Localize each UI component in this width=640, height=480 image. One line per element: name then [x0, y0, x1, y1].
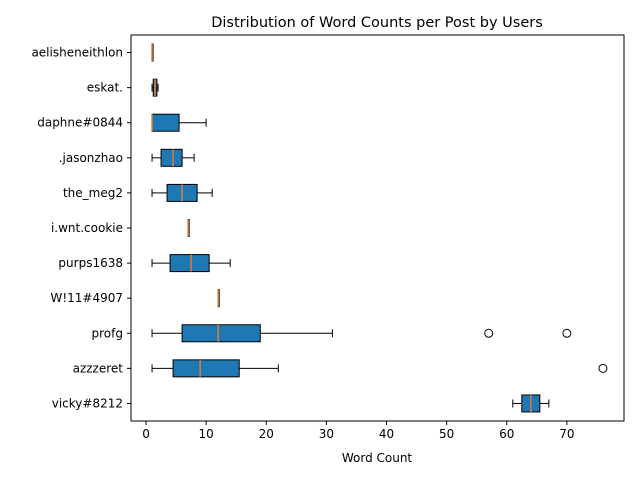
- x-tick-label: 0: [142, 427, 150, 441]
- outlier-point: [484, 328, 494, 338]
- x-tick-label: 10: [199, 427, 214, 441]
- chart-title: Distribution of Word Counts per Post by …: [211, 15, 543, 31]
- y-tick-label: .jasonzhao: [59, 151, 123, 165]
- y-tick-label: daphne#0844: [37, 116, 123, 130]
- iqr-box: [169, 254, 210, 273]
- axes-frame: [130, 34, 625, 422]
- y-tick-label: azzzeret: [73, 361, 124, 375]
- plot-area: 0 10 20 30 40 50 60 70 aelisheneithlon eskat. daph…: [31, 43, 608, 441]
- y-tick-label: purps1638: [58, 256, 123, 270]
- x-axis-label: Word Count: [342, 451, 413, 465]
- x-tick-label: 30: [319, 427, 334, 441]
- y-tick-label: eskat.: [87, 81, 123, 95]
- x-tick-label: 60: [499, 427, 514, 441]
- x-tick-label: 50: [439, 427, 454, 441]
- iqr-box: [181, 324, 261, 343]
- x-tick-label: 40: [379, 427, 394, 441]
- iqr-box: [151, 113, 180, 132]
- y-tick-label: profg: [92, 326, 123, 340]
- y-tick-label: i.wnt.cookie: [51, 221, 123, 235]
- iqr-box: [172, 359, 240, 378]
- y-tick-label: W!11#4907: [50, 291, 123, 305]
- x-tick-label: 70: [559, 427, 574, 441]
- y-tick-label: the_meg2: [63, 186, 123, 200]
- y-tick-label: vicky#8212: [52, 396, 123, 410]
- x-tick-label: 20: [259, 427, 274, 441]
- outlier-point: [598, 363, 608, 373]
- y-tick-label: aelisheneithlon: [31, 46, 123, 60]
- outlier-point: [562, 328, 572, 338]
- iqr-box: [160, 148, 183, 167]
